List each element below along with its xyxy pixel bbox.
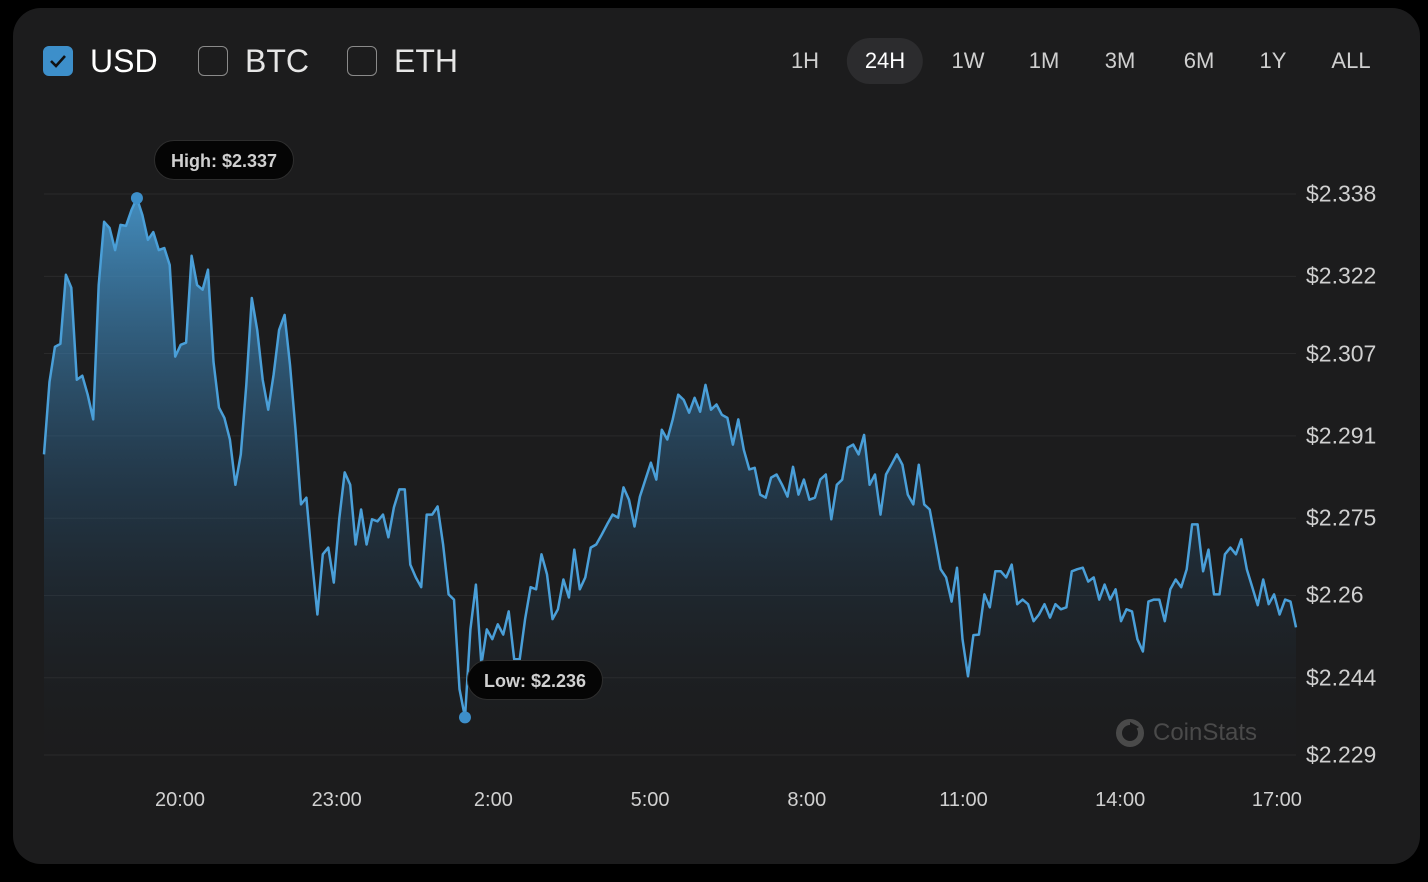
checkbox-checked-icon <box>43 46 73 76</box>
price-line <box>42 196 1298 719</box>
y-tick-label: $2.275 <box>1306 504 1377 531</box>
currency-usd-checkbox[interactable]: USD <box>43 42 158 79</box>
currency-eth-checkbox[interactable]: ETH <box>347 42 458 79</box>
currency-label: USD <box>90 42 158 79</box>
y-tick-label: $2.291 <box>1306 422 1377 449</box>
x-tick-label: 23:00 <box>311 789 362 811</box>
x-tick-label: 17:00 <box>1251 789 1302 811</box>
y-tick-label: $2.244 <box>1306 664 1377 691</box>
coinstats-watermark: CoinStats <box>1115 718 1257 748</box>
x-tick-label: 2:00 <box>473 789 513 811</box>
time-range-tabs: 1H 24H 1W 1M 3M 6M 1Y ALL <box>0 38 1428 84</box>
tab-3m[interactable]: 3M <box>1104 48 1136 73</box>
tab-24h[interactable]: 24H <box>846 38 924 84</box>
y-tick-label: $2.307 <box>1306 340 1377 367</box>
y-tick-label: $2.229 <box>1306 741 1377 768</box>
currency-label: ETH <box>394 42 458 79</box>
y-tick-label: $2.26 <box>1306 581 1364 608</box>
tab-1m[interactable]: 1M <box>1028 48 1060 73</box>
low-tooltip: Low: $2.236 <box>467 660 604 700</box>
high-tooltip: High: $2.337 <box>154 140 295 180</box>
tab-1h[interactable]: 1H <box>790 48 820 73</box>
watermark-text: CoinStats <box>1153 719 1258 746</box>
x-tick-label: 11:00 <box>939 789 988 811</box>
checkbox-unchecked-icon <box>198 46 228 76</box>
y-tick-label: $2.322 <box>1306 262 1377 289</box>
coinstats-logo-icon <box>1116 719 1144 747</box>
high-point-marker <box>130 192 143 205</box>
tab-1w[interactable]: 1W <box>951 48 985 73</box>
tab-1y[interactable]: 1Y <box>1259 48 1287 73</box>
tab-6m[interactable]: 6M <box>1183 48 1215 73</box>
low-point-marker <box>458 711 471 724</box>
currency-btc-checkbox[interactable]: BTC <box>198 42 309 79</box>
price-area-fill <box>44 198 1296 776</box>
currency-label: BTC <box>245 42 309 79</box>
x-tick-label: 20:00 <box>154 789 206 811</box>
x-tick-label: 14:00 <box>1095 789 1146 811</box>
tab-all[interactable]: ALL <box>1331 48 1371 73</box>
checkbox-unchecked-icon <box>347 46 377 76</box>
x-tick-label: 5:00 <box>630 789 670 811</box>
y-tick-label: $2.338 <box>1306 180 1377 207</box>
x-tick-label: 8:00 <box>787 789 827 811</box>
